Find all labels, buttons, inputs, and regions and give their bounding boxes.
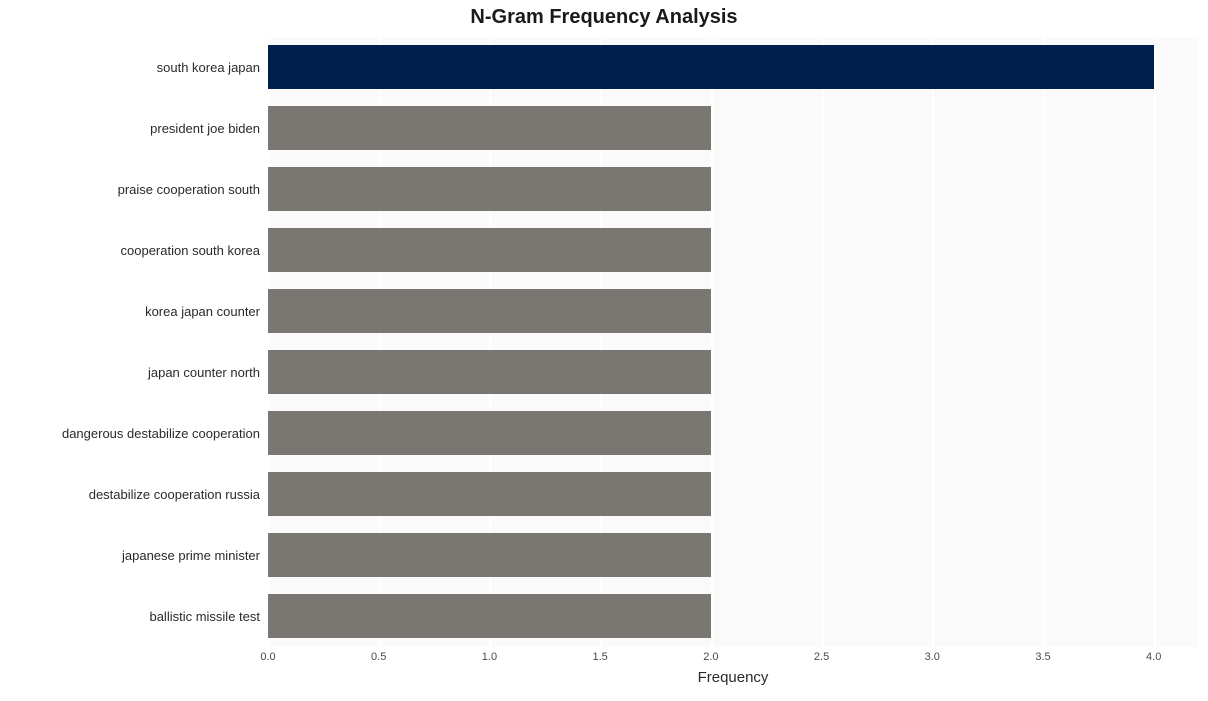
bar-row [268,472,711,516]
chart-title: N-Gram Frequency Analysis [0,6,1208,29]
x-tick-label: 3.0 [925,651,940,663]
bar [268,45,1154,89]
bar [268,411,711,455]
y-tick-label: praise cooperation south [118,159,260,220]
x-axis: 0.00.51.01.52.02.53.03.54.0 [268,647,1198,667]
x-tick-label: 1.0 [482,651,497,663]
bar-row [268,533,711,577]
ngram-frequency-chart: N-Gram Frequency Analysis south korea ja… [0,6,1208,686]
bar [268,289,711,333]
y-tick-label: president joe biden [150,98,260,159]
bar-row [268,411,711,455]
x-tick-label: 0.0 [260,651,275,663]
bars-layer [268,37,1198,647]
x-tick-label: 1.5 [592,651,607,663]
y-tick-label: south korea japan [157,37,260,98]
bar-row [268,594,711,638]
bar [268,228,711,272]
bar-row [268,350,711,394]
bar-row [268,167,711,211]
x-tick-label: 0.5 [371,651,386,663]
bar [268,350,711,394]
bar [268,167,711,211]
y-tick-label: destabilize cooperation russia [89,464,260,525]
y-tick-label: japanese prime minister [122,525,260,586]
bar-row [268,228,711,272]
y-tick-label: korea japan counter [145,281,260,342]
y-tick-label: cooperation south korea [121,220,260,281]
y-tick-label: japan counter north [148,342,260,403]
plot-region: south korea japanpresident joe bidenprai… [0,37,1208,686]
plot-area [268,37,1198,647]
y-tick-label: ballistic missile test [149,586,260,647]
y-tick-label: dangerous destabilize cooperation [62,403,260,464]
x-tick-label: 2.5 [814,651,829,663]
bar [268,106,711,150]
y-axis: south korea japanpresident joe bidenprai… [0,37,268,647]
x-tick-label: 4.0 [1146,651,1161,663]
x-tick-label: 2.0 [703,651,718,663]
bar [268,594,711,638]
plot-column: 0.00.51.01.52.02.53.03.54.0 Frequency [268,37,1198,686]
x-axis-label: Frequency [268,669,1198,686]
x-tick-label: 3.5 [1035,651,1050,663]
bar [268,533,711,577]
bar-row [268,45,1154,89]
bar-row [268,106,711,150]
bar-row [268,289,711,333]
bar [268,472,711,516]
